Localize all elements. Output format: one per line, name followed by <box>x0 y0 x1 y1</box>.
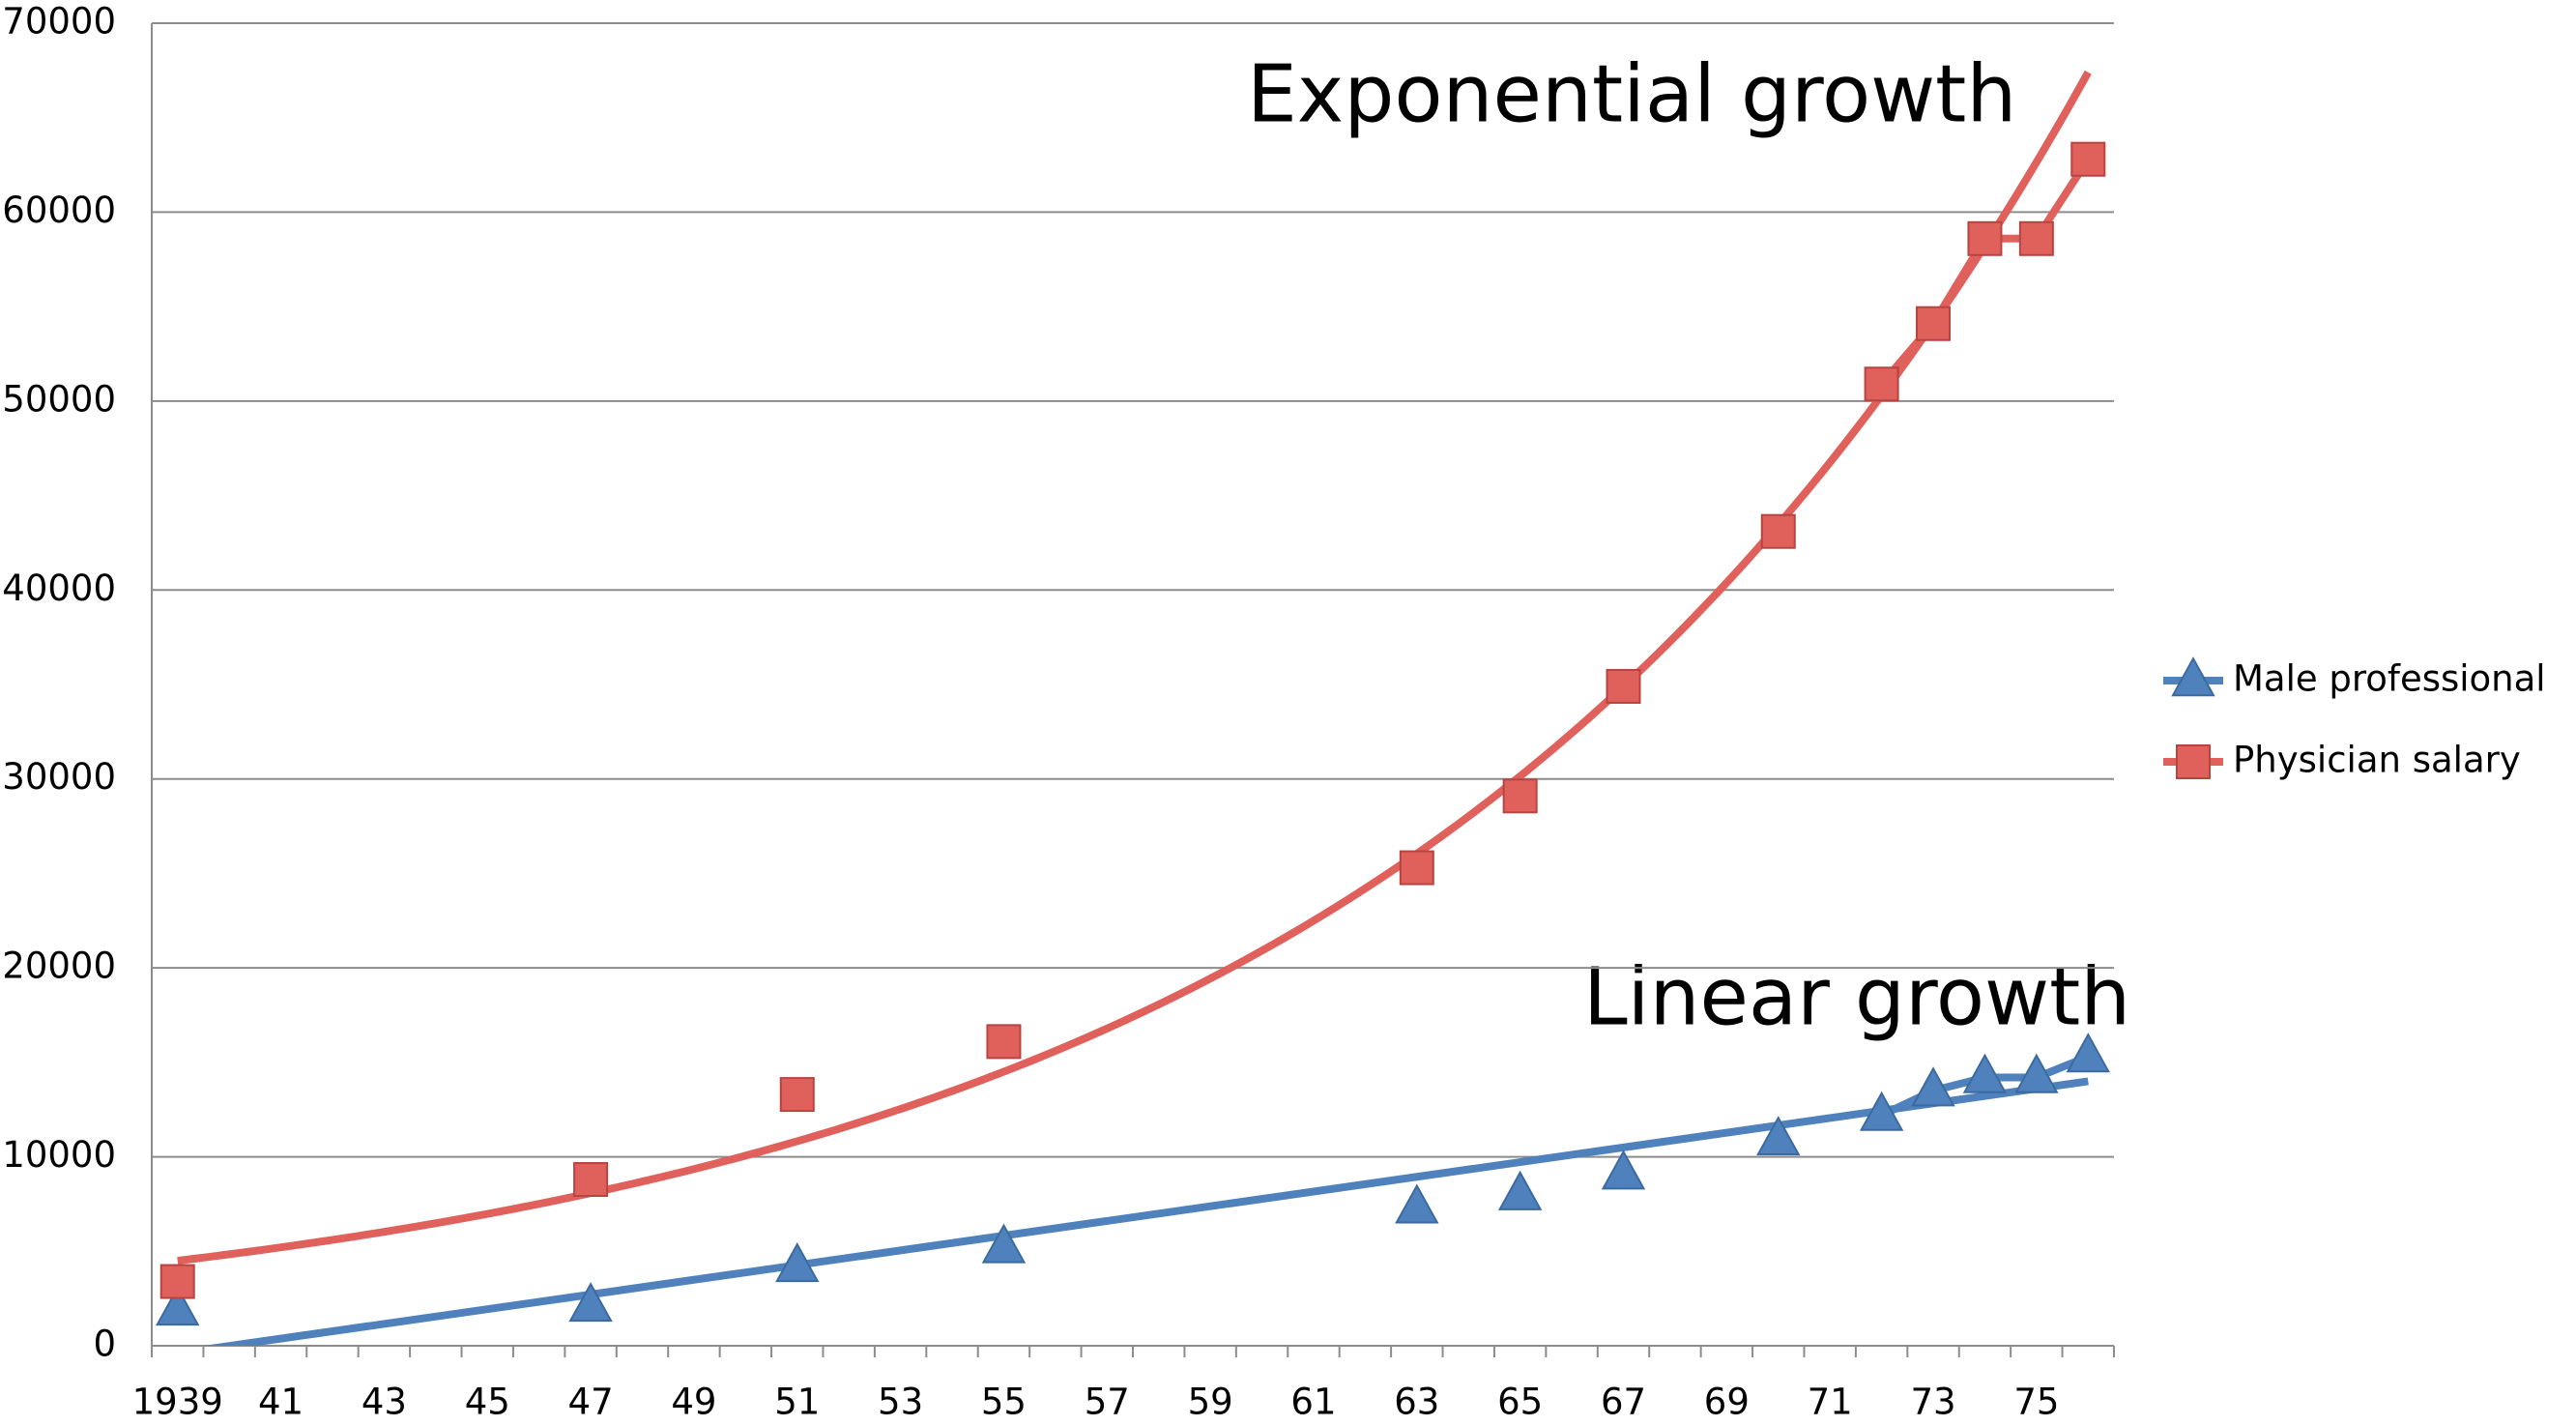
data-point <box>1606 668 1641 704</box>
data-point <box>573 1162 609 1198</box>
data-point <box>981 1223 1027 1264</box>
x-tick-label: 73 <box>1910 1382 1955 1423</box>
y-tick-label: 50000 <box>2 378 116 420</box>
x-tick-label: 53 <box>878 1382 923 1423</box>
plot-area <box>177 70 2092 1346</box>
y-tick-label: 70000 <box>2 1 116 43</box>
x-tick-label: 59 <box>1188 1382 1233 1423</box>
data-point <box>779 1077 815 1113</box>
data-point <box>1395 1183 1439 1224</box>
data-point <box>1916 306 1952 341</box>
x-tick-label: 49 <box>671 1382 716 1423</box>
x-tick-label: 1939 <box>132 1382 223 1423</box>
data-point <box>1967 220 2003 256</box>
data-point <box>775 1242 820 1283</box>
data-point <box>1911 1066 1955 1107</box>
data-point <box>1497 1170 1543 1210</box>
data-point <box>1859 1091 1904 1131</box>
y-tick-label: 40000 <box>2 567 116 609</box>
x-tick-label: 51 <box>774 1382 820 1423</box>
annotation: Exponential growth <box>1247 48 2016 140</box>
data-point <box>568 1282 613 1323</box>
legend-marker <box>2176 744 2211 779</box>
x-tick-label: 71 <box>1808 1382 1853 1423</box>
y-tick-label: 20000 <box>2 946 116 987</box>
data-point <box>2070 141 2106 177</box>
x-tick-label: 63 <box>1394 1382 1439 1423</box>
data-point <box>2014 1053 2059 1093</box>
data-point <box>159 1264 195 1299</box>
trendline <box>177 70 2092 1266</box>
series-line <box>1878 157 2092 387</box>
x-tick-label: 47 <box>568 1382 614 1423</box>
x-tick-label: 41 <box>258 1382 304 1423</box>
x-tick-label: 57 <box>1085 1382 1130 1423</box>
data-point <box>1756 1116 1801 1156</box>
annotation: Linear growth <box>1583 951 2130 1043</box>
x-tick-label: 69 <box>1704 1382 1750 1423</box>
legend-label: Male professional <box>2233 658 2546 700</box>
x-tick-label: 61 <box>1290 1382 1336 1423</box>
x-tick-label: 55 <box>981 1382 1027 1423</box>
data-point <box>2066 1033 2110 1073</box>
x-tick-label: 75 <box>2013 1382 2059 1423</box>
x-tick-label: 45 <box>465 1382 510 1423</box>
data-point <box>1864 366 1899 402</box>
x-tick-label: 43 <box>362 1382 407 1423</box>
y-tick-label: 10000 <box>2 1134 116 1176</box>
trendline <box>203 1077 2089 1346</box>
data-point <box>986 1024 1022 1060</box>
y-tick-label: 60000 <box>2 189 116 231</box>
legend-label: Physician salary <box>2233 740 2521 781</box>
data-point <box>1502 778 1538 814</box>
x-tick-label: 65 <box>1497 1382 1543 1423</box>
legend-marker <box>2171 656 2215 697</box>
data-point <box>2018 220 2054 256</box>
y-tick-label: 0 <box>93 1324 116 1365</box>
data-point <box>156 1286 200 1326</box>
data-point <box>1399 850 1434 886</box>
y-tick-label: 30000 <box>2 756 116 798</box>
x-tick-label: 67 <box>1601 1382 1646 1423</box>
data-point <box>1962 1053 2008 1093</box>
data-point <box>1601 1150 1646 1190</box>
data-point <box>1760 513 1796 549</box>
